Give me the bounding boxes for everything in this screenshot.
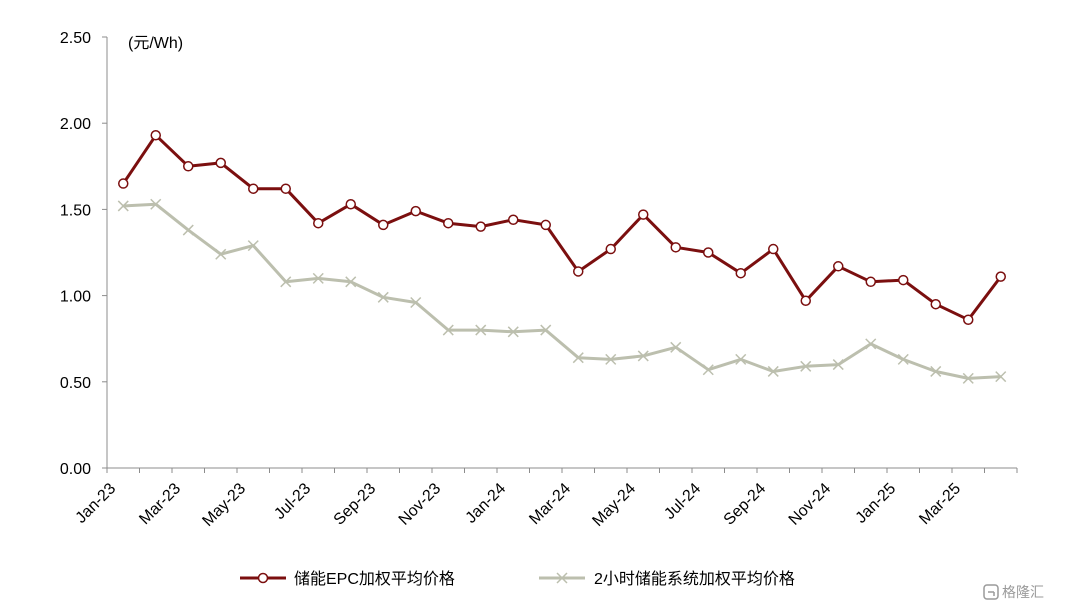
data-point — [248, 183, 259, 194]
x-tick-label: Jan-23 — [73, 480, 120, 527]
series-line-1 — [123, 202, 1001, 380]
y-tick-label: 2.00 — [60, 116, 91, 133]
x-axis-ticks: Jan-23 Mar-23 May-23 Jul-23 Sep-23 Nov-23 Jan-… — [73, 468, 1018, 530]
x-tick-label: Jul-24 — [661, 480, 704, 523]
data-point — [345, 198, 356, 210]
data-point — [995, 371, 1007, 383]
data-point — [410, 205, 421, 217]
data-point — [280, 183, 291, 194]
data-point — [280, 276, 292, 288]
data-point — [605, 353, 617, 365]
watermark: 格隆汇 — [983, 584, 1044, 600]
data-point — [767, 365, 779, 377]
series-1 — [117, 198, 1007, 384]
legend-epc-marker — [257, 572, 269, 584]
y-tick-label: 2.50 — [60, 30, 91, 47]
legend-system-marker — [556, 572, 568, 584]
data-point — [995, 271, 1006, 282]
data-point — [475, 221, 486, 232]
data-point — [378, 219, 389, 231]
data-point — [377, 291, 389, 303]
data-point — [410, 296, 422, 309]
data-point — [443, 217, 454, 229]
data-point — [215, 248, 227, 260]
y-axis-ticks: 0.00 0.50 1.00 1.50 2.00 2.50 — [60, 30, 107, 478]
data-point — [150, 198, 162, 210]
x-tick-label: Jan-24 — [463, 480, 510, 527]
data-point — [118, 178, 129, 189]
data-point — [800, 295, 811, 307]
data-point — [150, 130, 161, 141]
data-point — [475, 324, 487, 336]
data-point — [962, 372, 974, 384]
data-point — [897, 353, 909, 365]
data-point — [898, 274, 909, 286]
axes — [106, 37, 1017, 469]
data-point — [702, 364, 714, 376]
x-tick-label: Mar-25 — [916, 480, 964, 528]
data-point — [865, 276, 876, 288]
legend: 储能EPC加权平均价格 2小时储能系统加权平均价格 — [240, 570, 795, 588]
x-tick-label: Nov-23 — [396, 480, 445, 529]
data-point — [442, 324, 454, 336]
data-point — [865, 338, 877, 350]
legend-item-epc: 储能EPC加权平均价格 — [240, 570, 455, 588]
x-tick-label: Sep-23 — [331, 480, 380, 529]
series-0 — [118, 130, 1006, 325]
data-point — [345, 276, 357, 288]
x-tick-label: May-24 — [589, 480, 639, 530]
data-point — [670, 341, 682, 353]
data-point — [540, 219, 551, 231]
data-point — [312, 272, 324, 284]
data-point — [507, 326, 519, 338]
legend-epc-label: 储能EPC加权平均价格 — [294, 570, 455, 588]
data-point — [703, 247, 714, 258]
data-point — [637, 350, 649, 362]
data-point — [930, 298, 941, 310]
data-point — [117, 200, 129, 212]
x-tick-label: Jan-25 — [853, 480, 900, 527]
data-point — [182, 224, 194, 236]
data-point — [638, 209, 649, 220]
legend-system-label: 2小时储能系统加权平均价格 — [594, 570, 795, 588]
x-tick-label: May-23 — [199, 480, 249, 530]
data-point — [508, 214, 519, 225]
watermark-logo-icon — [983, 584, 999, 600]
data-point — [670, 242, 681, 253]
unit-label: (元/Wh) — [128, 35, 183, 52]
y-tick-label: 1.00 — [60, 289, 91, 306]
y-tick-label: 0.50 — [60, 375, 91, 392]
data-point — [930, 365, 942, 377]
legend-item-system: 2小时储能系统加权平均价格 — [539, 570, 795, 588]
x-tick-label: Mar-23 — [136, 480, 184, 528]
data-point — [605, 243, 616, 255]
data-point — [540, 324, 552, 336]
data-point — [833, 261, 844, 272]
data-point — [800, 360, 812, 372]
data-point — [183, 161, 194, 172]
data-point — [572, 352, 584, 364]
y-tick-label: 1.50 — [60, 202, 91, 219]
data-point — [313, 217, 324, 229]
data-point — [735, 353, 747, 365]
data-point — [215, 157, 226, 169]
x-tick-label: Jul-23 — [271, 480, 314, 523]
watermark-text: 格隆汇 — [1002, 584, 1044, 600]
x-tick-label: Sep-24 — [721, 480, 770, 529]
data-point — [735, 267, 746, 279]
series-layer — [117, 130, 1007, 384]
y-tick-label: 0.00 — [60, 461, 91, 478]
x-tick-label: Nov-24 — [786, 480, 835, 529]
x-tick-label: Mar-24 — [526, 480, 574, 528]
data-point — [832, 359, 844, 371]
data-point — [247, 240, 259, 252]
data-point — [768, 243, 779, 255]
data-point — [963, 314, 974, 325]
series-line-0 — [122, 133, 1002, 322]
data-point — [573, 266, 584, 277]
